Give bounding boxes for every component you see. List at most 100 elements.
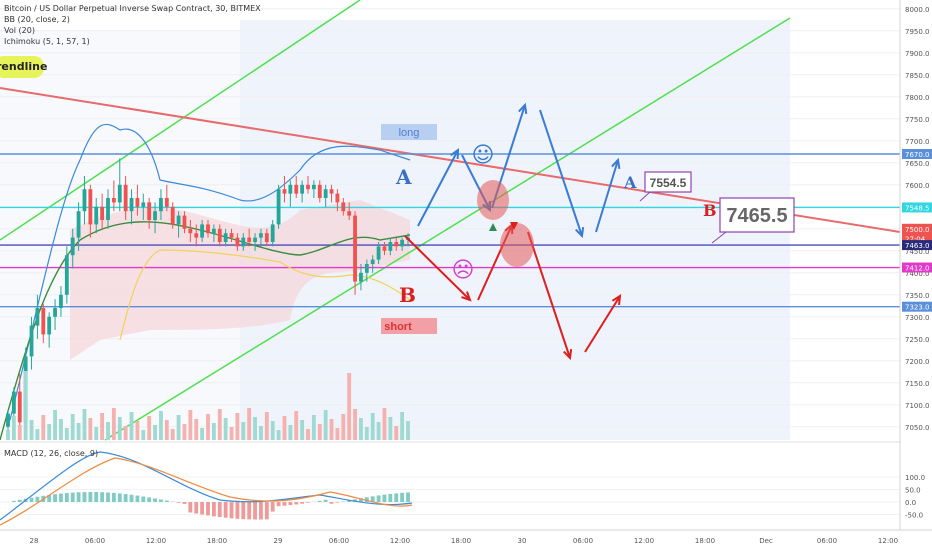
- candle-body-6: [41, 308, 46, 335]
- candle-body-30: [182, 215, 187, 229]
- candle-body-8: [53, 308, 57, 317]
- macd-hist-36: [217, 502, 222, 518]
- volume-bar-50: [300, 420, 305, 440]
- indicator-bb[interactable]: BB (20, close, 2): [4, 15, 70, 24]
- long-arrow-1: [417, 149, 459, 227]
- candle-body-64: [382, 246, 387, 251]
- macd-hist-44: [264, 502, 269, 520]
- volume-bar-63: [376, 422, 381, 440]
- candle-body-57: [341, 202, 346, 212]
- price-badge-bg-2: [902, 223, 932, 234]
- candle-body-63: [376, 246, 381, 260]
- macd-hist-65: [388, 493, 393, 502]
- macd-indicator-label[interactable]: MACD (12, 26, close, 9): [4, 449, 99, 458]
- long-arrow-3-head: [518, 102, 528, 115]
- macd-hist-31: [188, 502, 193, 513]
- candle-body-47: [282, 189, 287, 194]
- candle-body-51: [306, 184, 310, 190]
- x-tick-label-14: 12:00: [878, 537, 898, 545]
- x-tick-label-0: 28: [30, 537, 39, 545]
- volume-bar-37: [223, 418, 228, 440]
- y-tick-label-7: 7650.0: [905, 160, 930, 168]
- price-badge-6: 7323.0: [905, 304, 930, 312]
- volume-bar-3: [23, 371, 28, 440]
- macd-tick-label-2: 0.0: [905, 499, 916, 507]
- y-tick-label-11: 7450.0: [905, 248, 930, 256]
- volume-bar-8: [53, 410, 57, 440]
- volume-bar-57: [341, 414, 346, 440]
- candle-body-12: [76, 211, 81, 238]
- macd-hist-39: [235, 502, 240, 519]
- volume-bar-52: [311, 415, 316, 440]
- volume-bar-6: [41, 415, 46, 440]
- candle-body-67: [400, 239, 405, 247]
- macd-hist-2: [17, 499, 22, 502]
- macd-hist-4: [29, 497, 34, 502]
- macd-hist-49: [294, 502, 299, 505]
- volume-bar-5: [35, 429, 40, 440]
- macd-hist-19: [117, 493, 122, 502]
- candle-body-38: [229, 233, 234, 238]
- macd-hist-68: [406, 492, 410, 502]
- volume-bar-0: [6, 430, 10, 440]
- bb-upper-line: [9, 123, 411, 421]
- macd-hist-24: [147, 497, 152, 502]
- volume-bar-24: [147, 416, 152, 440]
- macd-hist-18: [111, 492, 116, 502]
- candle-body-22: [135, 198, 140, 207]
- volume-bar-15: [94, 427, 99, 440]
- turn-point-circle-b: [500, 223, 534, 267]
- candle-body-60: [359, 272, 363, 282]
- target-a-pointer: [639, 191, 651, 202]
- volume-bar-20: [123, 426, 128, 440]
- price-badge-3: 27:04: [905, 235, 926, 243]
- candle-body-50: [300, 184, 305, 194]
- indicator-vol[interactable]: Vol (20): [4, 26, 35, 35]
- trendline-drawing-label[interactable]: rendline: [0, 56, 47, 78]
- volume-bar-13: [82, 409, 87, 440]
- target-b-box: [719, 197, 795, 233]
- target-b-value: 7465.5: [726, 205, 787, 227]
- volume-bar-12: [76, 423, 81, 440]
- volume-bar-42: [253, 417, 257, 440]
- long-arrow-1-head: [450, 147, 460, 160]
- volume-bar-7: [47, 424, 52, 440]
- macd-hist-46: [276, 502, 281, 507]
- candle-body-18: [111, 198, 116, 203]
- macd-hist-61: [364, 497, 369, 502]
- target-b-pointer: [711, 231, 727, 244]
- macd-hist-22: [135, 495, 140, 502]
- volume-bar-61: [364, 427, 369, 440]
- target-a-value: 7554.5: [650, 176, 687, 190]
- macd-hist-27: [164, 500, 169, 502]
- short-arrow-1-head: [461, 291, 472, 302]
- candle-body-27: [164, 198, 169, 207]
- macd-hist-54: [323, 499, 328, 502]
- macd-hist-66: [394, 493, 399, 502]
- macd-hist-16: [100, 492, 105, 502]
- volume-bar-49: [294, 411, 299, 440]
- macd-hist-35: [211, 502, 216, 517]
- volume-bar-18: [111, 408, 116, 440]
- price-badge-bg-5: [902, 262, 932, 273]
- volume-bar-21: [129, 412, 134, 440]
- y-tick-label-16: 7200.0: [905, 358, 930, 366]
- channel-lower-line: [104, 17, 791, 441]
- y-tick-label-14: 7300.0: [905, 314, 930, 322]
- y-tick-label-17: 7150.0: [905, 380, 930, 388]
- volume-bar-58: [347, 373, 352, 440]
- volume-bar-17: [106, 422, 110, 440]
- macd-hist-11: [70, 492, 75, 502]
- volume-bar-33: [200, 428, 205, 440]
- candle-body-35: [211, 228, 216, 234]
- candle-body-45: [270, 224, 275, 242]
- y-tick-label-6: 7700.0: [905, 138, 930, 146]
- volume-bar-47: [282, 416, 287, 440]
- macd-hist-23: [141, 496, 146, 502]
- y-tick-label-3: 7850.0: [905, 72, 930, 80]
- volume-bar-11: [70, 414, 75, 440]
- indicator-ichimoku[interactable]: Ichimoku (5, 1, 57, 1): [4, 37, 90, 46]
- macd-hist-37: [223, 502, 228, 518]
- y-tick-label-0: 8000.0: [905, 6, 930, 14]
